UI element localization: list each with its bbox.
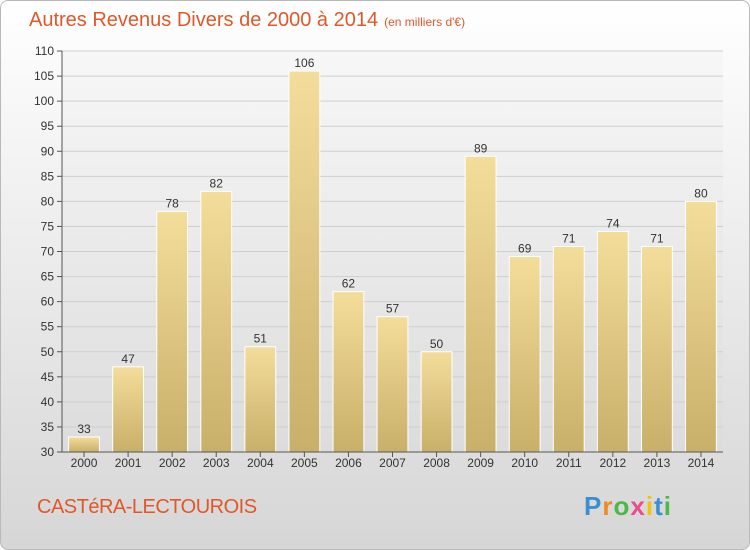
x-tick-label: 2000 [71,456,98,470]
bar-value-label: 57 [386,302,400,316]
bar [552,245,585,453]
bar [685,200,717,453]
bar [156,210,189,453]
x-tick-label: 2011 [556,456,582,470]
bar [288,70,321,453]
y-tick-label: 110 [35,44,54,58]
bar-value-label: 80 [694,186,708,200]
y-tick-label: 90 [41,144,55,158]
bar [332,291,365,453]
x-tick-label: 2014 [688,456,715,470]
x-tick-label: 2002 [159,456,186,470]
y-tick-label: 35 [41,420,55,434]
bar-value-label: 33 [77,422,91,436]
y-tick-label: 65 [41,270,55,284]
bars: 33 47 78 82 51 106 62 57 50 89 69 71 74 71 80 [68,56,717,453]
bar-value-label: 74 [606,216,620,230]
y-tick-label: 30 [41,445,55,459]
chart-title: Autres Revenus Divers de 2000 à 2014 (en … [29,9,465,32]
y-tick-label: 50 [41,345,55,359]
y-tick-label: 70 [41,245,55,259]
x-tick-label: 2003 [203,456,230,470]
chart-title-text: Autres Revenus Divers de 2000 à 2014 [29,9,379,31]
logo-letter: t [654,491,664,521]
y-tick-label: 100 [34,94,54,108]
bar [244,346,277,453]
x-tick-label: 2012 [599,456,626,470]
y-tick-label: 60 [41,295,55,309]
y-tick-label: 45 [41,370,55,384]
y-axis: 30 35 40 45 50 55 60 65 70 75 80 85 90 95 100 105 110 [34,44,63,459]
bar [640,245,673,453]
commune-name: CASTéRA-LECTOUROIS [37,496,257,518]
bar [464,155,497,453]
x-tick-label: 2009 [467,456,494,470]
y-tick-label: 95 [41,119,55,133]
x-tick-label: 2004 [247,456,274,470]
x-tick-label: 2007 [379,456,406,470]
x-tick-label: 2006 [335,456,362,470]
x-tick-label: 2008 [423,456,450,470]
x-tick-label: 2013 [644,456,671,470]
bar-value-label: 50 [430,337,444,351]
bar-value-label: 89 [474,141,488,155]
x-tick-label: 2005 [291,456,318,470]
bar-value-label: 82 [210,176,224,190]
y-tick-label: 55 [41,320,55,334]
x-tick-label: 2010 [511,456,538,470]
bar [420,351,453,453]
bar [596,230,629,453]
x-tick-label: 2001 [115,456,142,470]
bar [376,316,409,453]
bar-value-label: 71 [650,231,664,245]
y-tick-label: 80 [41,194,55,208]
bar-value-label: 71 [562,231,576,245]
logo-letter: r [602,491,614,521]
chart-unit-note: (en milliers d'€) [384,15,466,29]
bar-value-label: 51 [254,332,268,346]
bar [508,256,541,453]
logo-letter: o [613,491,631,521]
bar-value-label: 47 [121,352,135,366]
bar-value-label: 106 [294,56,314,70]
y-tick-label: 40 [41,395,55,409]
logo-letter: i [645,491,655,521]
logo-letter: i [663,491,672,521]
y-tick-label: 75 [41,219,55,233]
y-tick-label: 85 [41,169,55,183]
logo-letter: x [630,491,646,521]
bar [68,436,100,453]
bar-value-label: 78 [165,196,179,210]
bar [200,190,233,453]
logo-letter: P [584,491,603,521]
bar-value-label: 62 [342,277,356,291]
proxiti-logo: Proxiti [584,491,672,522]
bar [112,366,145,453]
x-axis: 2000 2001 2002 2003 2004 2005 2006 2007 2008 2009… [62,451,723,470]
bar-value-label: 69 [518,242,532,256]
y-tick-label: 105 [34,69,54,83]
